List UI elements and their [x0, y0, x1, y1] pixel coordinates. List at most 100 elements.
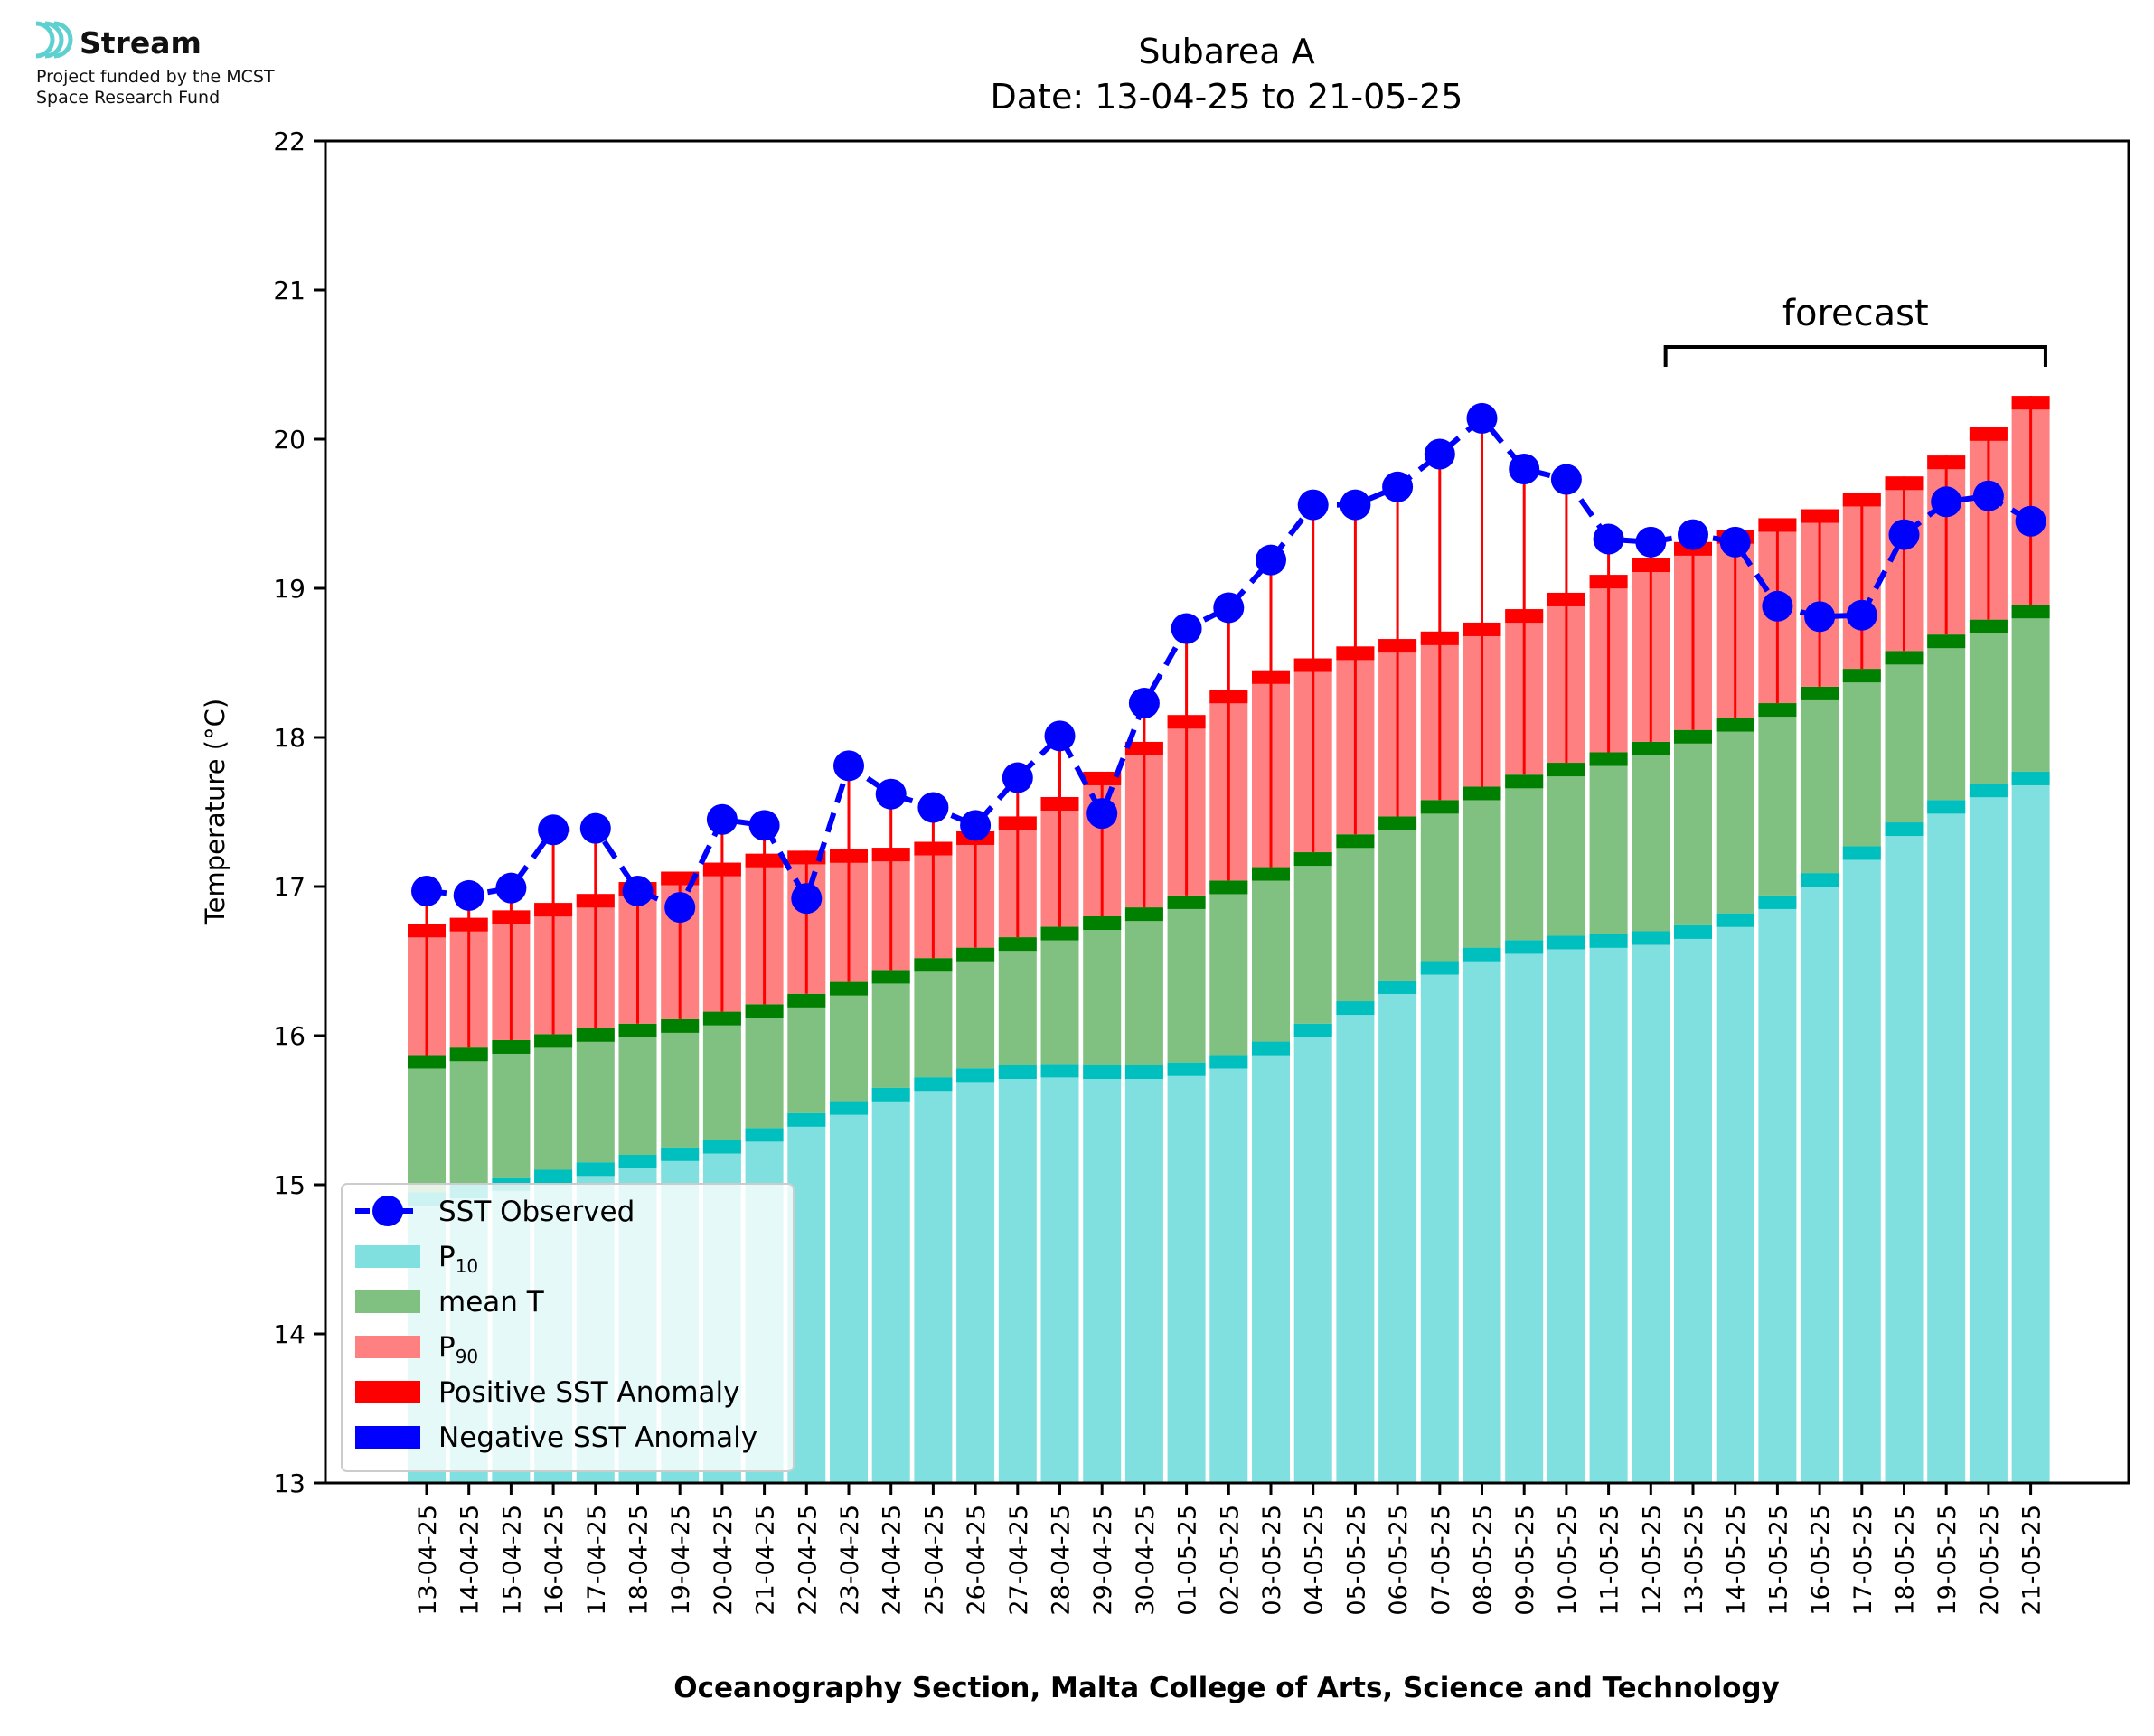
bar-mean-31: [1716, 718, 1754, 914]
bar-p10-cap-16: [1083, 1065, 1122, 1079]
x-tick-label-29: 12-05-25: [1638, 1505, 1666, 1616]
observed-point-7: [706, 803, 738, 835]
logo-tagline-line2: Space Research Fund: [36, 88, 221, 108]
y-axis-label: Temperature (°C): [200, 699, 230, 925]
bar-mean-17: [1124, 907, 1163, 1065]
bar-p10-cap-24: [1420, 961, 1459, 975]
bar-mean-7: [702, 1011, 741, 1140]
bar-p10-30: [1674, 924, 1712, 1483]
bar-p10-26: [1505, 940, 1544, 1483]
bar-mean-cap-38: [2011, 605, 2050, 619]
x-tick-label-34: 17-05-25: [1849, 1505, 1877, 1616]
x-tick-label-1: 14-04-25: [456, 1505, 484, 1616]
legend-label-0: SST Observed: [438, 1196, 635, 1228]
logo-tagline-line1: Project funded by the MCST: [36, 67, 275, 87]
y-tick-label-2: 15: [273, 1170, 306, 1200]
legend-swatch-1: [355, 1245, 420, 1268]
bar-p10-17: [1124, 1065, 1163, 1483]
bar-p10-cap-21: [1293, 1023, 1332, 1037]
x-tick-label-10: 23-04-25: [836, 1505, 864, 1616]
x-tick-label-28: 11-05-25: [1596, 1505, 1624, 1616]
bar-mean-3: [534, 1034, 573, 1170]
bar-mean-cap-34: [1842, 669, 1881, 683]
x-tick-label-11: 24-04-25: [879, 1505, 907, 1616]
x-tick-label-16: 29-04-25: [1089, 1505, 1117, 1616]
bar-mean-6: [661, 1018, 700, 1148]
bar-p10-29: [1632, 931, 1670, 1483]
observed-point-30: [1678, 519, 1708, 550]
bar-p10-37: [1969, 784, 2008, 1483]
x-tick-label-35: 18-05-25: [1892, 1505, 1920, 1616]
bar-p10-25: [1463, 947, 1501, 1483]
bar-p10-cap-26: [1505, 940, 1544, 954]
x-tick-label-5: 18-04-25: [626, 1505, 654, 1616]
x-tick-label-6: 19-04-25: [667, 1505, 695, 1616]
bar-p10-cap-14: [998, 1065, 1037, 1079]
chart-subtitle: Date: 13-04-25 to 21-05-25: [991, 77, 1463, 117]
plot-frame: [324, 139, 2130, 1485]
observed-point-32: [1762, 590, 1793, 622]
observed-point-36: [1931, 486, 1962, 518]
x-tick-label-17: 30-04-25: [1132, 1505, 1160, 1616]
bar-mean-20: [1252, 867, 1290, 1042]
bar-p10-cap-18: [1167, 1062, 1206, 1076]
observed-point-5: [622, 875, 654, 906]
bar-p10-38: [2011, 771, 2050, 1483]
logo-tagline: Project funded by the MCST Space Researc…: [36, 67, 275, 108]
bar-mean-14: [998, 937, 1037, 1065]
bar-p10-24: [1420, 961, 1459, 1483]
bar-mean-24: [1420, 800, 1459, 962]
bar-mean-cap-9: [787, 993, 826, 1008]
x-tick-label-12: 25-04-25: [920, 1505, 948, 1616]
observed-point-17: [1128, 688, 1160, 719]
bar-mean-cap-16: [1083, 916, 1122, 930]
bar-p10-cap-9: [787, 1112, 826, 1127]
bar-mean-28: [1589, 752, 1628, 934]
bar-p10-cap-35: [1885, 822, 1924, 837]
bar-mean-33: [1801, 686, 1839, 874]
legend-box: [341, 1183, 795, 1472]
observed-layer: [411, 402, 2046, 924]
observed-point-34: [1846, 599, 1877, 631]
x-tick-label-24: 07-05-25: [1427, 1505, 1455, 1616]
observed-point-13: [960, 810, 992, 841]
chart-title: Subarea A: [1138, 32, 1314, 71]
observed-point-18: [1171, 613, 1202, 644]
y-tick-label-1: 14: [273, 1319, 306, 1349]
bar-mean-30: [1674, 729, 1712, 925]
bar-p10-cap-34: [1842, 846, 1881, 860]
logo-name: Stream: [80, 25, 202, 61]
observed-point-31: [1719, 526, 1751, 558]
forecast-label: forecast: [1782, 293, 1929, 334]
observed-point-25: [1466, 402, 1498, 434]
legend-swatch-3: [355, 1336, 420, 1358]
bar-mean-cap-3: [534, 1034, 573, 1048]
bar-mean-16: [1083, 916, 1122, 1065]
bar-mean-cap-0: [408, 1055, 446, 1069]
x-tick-label-23: 06-05-25: [1385, 1505, 1413, 1616]
bar-mean-35: [1885, 651, 1924, 823]
x-tick-label-38: 21-05-25: [2018, 1505, 2046, 1616]
bar-mean-13: [956, 947, 995, 1069]
observed-point-14: [1002, 762, 1033, 793]
bar-p10-27: [1547, 935, 1585, 1483]
x-tick-label-32: 15-05-25: [1764, 1505, 1792, 1616]
bar-mean-29: [1632, 741, 1670, 932]
y-tick-label-7: 20: [273, 425, 306, 455]
y-tick-label-4: 17: [273, 872, 306, 902]
bar-p10-12: [914, 1077, 953, 1483]
bar-mean-9: [787, 993, 826, 1113]
y-tick-label-8: 21: [273, 276, 306, 305]
observed-point-9: [791, 883, 823, 915]
bar-p10-cap-12: [914, 1077, 953, 1092]
bar-p10-cap-19: [1209, 1055, 1248, 1069]
observed-point-8: [748, 810, 780, 841]
x-tick-label-22: 05-05-25: [1342, 1505, 1370, 1616]
x-tick-label-33: 16-05-25: [1807, 1505, 1835, 1616]
bar-p10-cap-36: [1927, 800, 1966, 814]
x-tick-label-31: 14-05-25: [1723, 1505, 1751, 1616]
observed-point-15: [1044, 720, 1076, 752]
observed-point-22: [1340, 489, 1371, 521]
observed-point-11: [875, 778, 907, 810]
